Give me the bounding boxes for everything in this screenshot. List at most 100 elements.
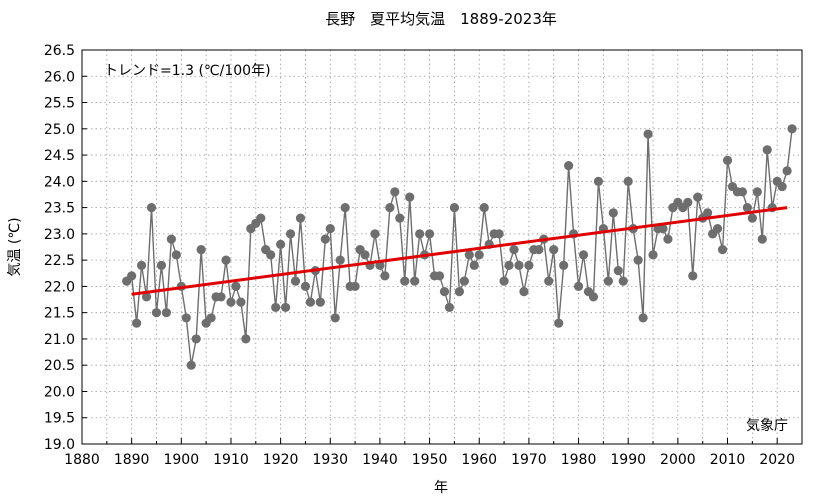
data-series <box>122 124 797 370</box>
data-point <box>191 334 201 344</box>
data-point <box>390 187 400 197</box>
x-tick-label: 1980 <box>561 452 597 468</box>
data-point <box>335 255 345 265</box>
data-point <box>494 229 504 239</box>
x-tick-label: 2000 <box>660 452 696 468</box>
data-point <box>554 318 564 328</box>
data-point <box>276 239 286 249</box>
data-point <box>156 260 167 270</box>
data-point <box>593 176 604 186</box>
data-point <box>400 276 410 286</box>
data-point <box>226 297 236 307</box>
data-point <box>469 260 479 270</box>
x-tick-label: 2010 <box>710 452 746 468</box>
data-point <box>449 203 460 213</box>
data-point <box>340 203 350 213</box>
data-point <box>315 297 325 307</box>
data-point <box>444 302 455 313</box>
series-line <box>126 128 793 366</box>
data-point <box>280 302 291 313</box>
data-point <box>603 276 613 286</box>
data-point <box>181 313 191 323</box>
data-point <box>166 234 176 244</box>
data-point <box>514 260 524 270</box>
data-point <box>141 292 152 302</box>
data-point <box>434 271 445 281</box>
data-point <box>221 255 231 265</box>
x-tick-label: 1960 <box>461 452 497 468</box>
y-axis-label: 気温 (℃) <box>7 217 23 276</box>
data-point <box>330 313 340 323</box>
data-point <box>415 229 425 239</box>
data-point <box>519 287 529 297</box>
data-point <box>132 318 142 328</box>
data-point <box>534 245 544 255</box>
y-tick-label: 26.5 <box>44 43 75 59</box>
data-point <box>777 181 787 192</box>
plot-frame <box>81 49 803 445</box>
data-point <box>305 297 316 307</box>
data-point <box>717 245 728 255</box>
x-tick-label: 1940 <box>362 452 398 468</box>
data-point <box>588 292 599 302</box>
data-point <box>549 245 559 255</box>
data-point <box>350 281 360 291</box>
data-point <box>216 292 226 302</box>
data-point <box>161 308 172 318</box>
x-tick-label: 1930 <box>312 452 348 468</box>
y-tick-label: 24.5 <box>44 148 75 164</box>
trend-annotation: トレンド=1.3 (℃/100年) <box>104 63 271 79</box>
data-point <box>385 203 395 213</box>
y-tick-label: 26.0 <box>44 69 75 85</box>
data-point <box>380 271 390 281</box>
data-point <box>136 260 147 270</box>
x-tick-label: 2020 <box>759 452 795 468</box>
data-point <box>370 229 380 239</box>
x-tick-label: 1880 <box>64 452 100 468</box>
data-point <box>300 281 311 291</box>
data-point <box>325 224 335 234</box>
x-tick-label: 1910 <box>213 452 249 468</box>
y-tick-label: 22.5 <box>44 253 75 269</box>
data-point <box>638 313 648 323</box>
y-tick-label: 23.5 <box>44 201 75 217</box>
y-tick-label: 25.0 <box>44 122 75 138</box>
y-tick-label: 25.5 <box>44 96 75 112</box>
data-point <box>395 213 405 223</box>
data-point <box>544 276 554 286</box>
y-tick-label: 21.0 <box>44 332 75 348</box>
data-point <box>573 281 584 291</box>
data-point <box>762 145 772 155</box>
data-point <box>196 245 206 255</box>
data-point <box>231 281 241 291</box>
chart-title: 長野 夏平均気温 1889-2023年 <box>325 10 557 28</box>
data-point <box>290 276 301 286</box>
data-point <box>787 124 797 134</box>
data-point <box>608 208 618 218</box>
y-tick-label: 24.0 <box>44 174 75 190</box>
y-tick-label: 19.5 <box>44 411 75 427</box>
data-point <box>648 250 658 260</box>
data-point <box>623 176 633 186</box>
data-point <box>236 297 246 307</box>
data-point <box>722 155 733 165</box>
x-axis-ticks: 1880 1890 1900 1910 1920 1930 1940 1950 1960 1970… <box>64 438 795 468</box>
data-point <box>285 229 296 239</box>
data-point <box>271 302 281 313</box>
data-point <box>559 260 569 270</box>
x-tick-label: 1990 <box>610 452 646 468</box>
data-point <box>663 234 673 244</box>
data-point <box>151 308 162 318</box>
data-point <box>186 360 196 370</box>
x-tick-label: 1970 <box>511 452 547 468</box>
data-point <box>737 187 748 197</box>
data-point <box>578 250 589 260</box>
data-point <box>613 266 623 276</box>
data-point <box>703 208 713 218</box>
x-tick-label: 1890 <box>114 452 150 468</box>
data-point <box>633 255 643 265</box>
y-tick-label: 23.0 <box>44 227 75 243</box>
data-point <box>454 287 464 297</box>
x-tick-label: 1950 <box>412 452 448 468</box>
